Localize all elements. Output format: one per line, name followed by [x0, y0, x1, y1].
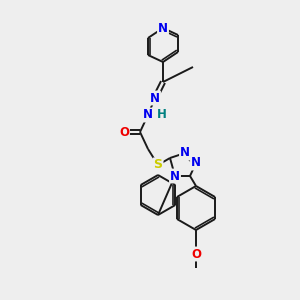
Text: H: H — [157, 109, 167, 122]
Text: N: N — [170, 169, 180, 182]
Text: N: N — [158, 22, 168, 34]
Text: N: N — [180, 146, 190, 160]
Text: N: N — [143, 109, 153, 122]
Text: N: N — [191, 157, 201, 169]
Text: S: S — [154, 158, 163, 172]
Text: N: N — [150, 92, 160, 104]
Text: O: O — [119, 125, 129, 139]
Text: O: O — [191, 248, 201, 260]
